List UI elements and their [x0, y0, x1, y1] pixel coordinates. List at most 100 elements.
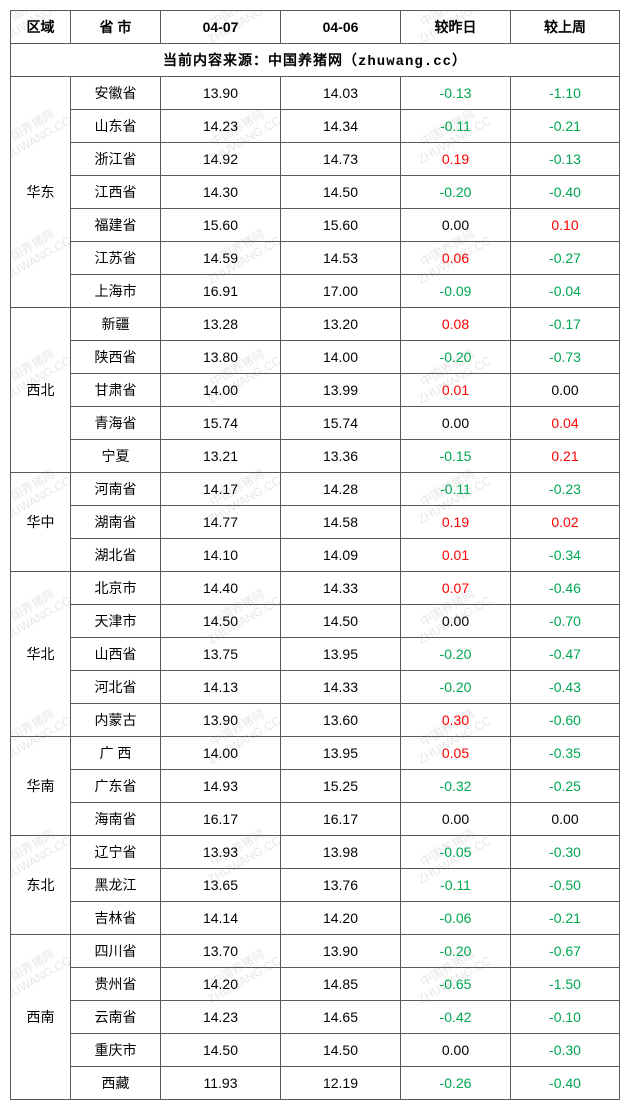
region-cell: 东北 [11, 836, 71, 935]
table-row: 贵州省14.2014.85-0.65-1.50 [11, 968, 620, 1001]
province-cell: 西藏 [71, 1067, 161, 1100]
province-cell: 河南省 [71, 473, 161, 506]
change-vs-lastweek: -0.73 [511, 341, 620, 374]
change-vs-lastweek: -1.50 [511, 968, 620, 1001]
header-region: 区域 [11, 11, 71, 44]
change-vs-yesterday: -0.13 [401, 77, 511, 110]
value-date2: 16.17 [281, 803, 401, 836]
value-date1: 11.93 [161, 1067, 281, 1100]
value-date2: 15.25 [281, 770, 401, 803]
value-date2: 13.95 [281, 638, 401, 671]
region-cell: 西南 [11, 935, 71, 1100]
change-vs-yesterday: 0.00 [401, 605, 511, 638]
table-row: 河北省14.1314.33-0.20-0.43 [11, 671, 620, 704]
change-vs-lastweek: 0.02 [511, 506, 620, 539]
change-vs-yesterday: 0.06 [401, 242, 511, 275]
change-vs-yesterday: -0.11 [401, 869, 511, 902]
change-vs-yesterday: 0.30 [401, 704, 511, 737]
change-vs-yesterday: 0.19 [401, 143, 511, 176]
change-vs-lastweek: -0.27 [511, 242, 620, 275]
table-row: 福建省15.6015.600.000.10 [11, 209, 620, 242]
table-row: 湖北省14.1014.090.01-0.34 [11, 539, 620, 572]
table-row: 内蒙古13.9013.600.30-0.60 [11, 704, 620, 737]
province-cell: 吉林省 [71, 902, 161, 935]
value-date2: 14.33 [281, 572, 401, 605]
value-date2: 14.28 [281, 473, 401, 506]
region-cell: 华南 [11, 737, 71, 836]
table-row: 华北北京市14.4014.330.07-0.46 [11, 572, 620, 605]
value-date1: 13.65 [161, 869, 281, 902]
value-date1: 14.00 [161, 737, 281, 770]
change-vs-lastweek: -0.21 [511, 110, 620, 143]
change-vs-yesterday: -0.11 [401, 473, 511, 506]
value-date2: 13.98 [281, 836, 401, 869]
table-row: 华南广 西14.0013.950.05-0.35 [11, 737, 620, 770]
value-date1: 13.75 [161, 638, 281, 671]
value-date2: 15.60 [281, 209, 401, 242]
province-cell: 福建省 [71, 209, 161, 242]
value-date1: 13.90 [161, 704, 281, 737]
value-date1: 13.90 [161, 77, 281, 110]
value-date2: 14.53 [281, 242, 401, 275]
province-cell: 宁夏 [71, 440, 161, 473]
province-cell: 云南省 [71, 1001, 161, 1034]
province-cell: 辽宁省 [71, 836, 161, 869]
change-vs-lastweek: -0.17 [511, 308, 620, 341]
value-date1: 14.50 [161, 605, 281, 638]
change-vs-yesterday: 0.00 [401, 209, 511, 242]
province-cell: 江西省 [71, 176, 161, 209]
table-row: 广东省14.9315.25-0.32-0.25 [11, 770, 620, 803]
change-vs-yesterday: -0.20 [401, 935, 511, 968]
province-cell: 黑龙江 [71, 869, 161, 902]
change-vs-yesterday: 0.00 [401, 407, 511, 440]
value-date1: 15.74 [161, 407, 281, 440]
price-table: 区域 省 市 04-07 04-06 较昨日 较上周 当前内容来源：中国养猪网（… [10, 10, 620, 1100]
change-vs-yesterday: -0.42 [401, 1001, 511, 1034]
value-date2: 14.34 [281, 110, 401, 143]
value-date2: 13.20 [281, 308, 401, 341]
change-vs-yesterday: -0.26 [401, 1067, 511, 1100]
table-row: 黑龙江13.6513.76-0.11-0.50 [11, 869, 620, 902]
header-date1: 04-07 [161, 11, 281, 44]
table-row: 江苏省14.5914.530.06-0.27 [11, 242, 620, 275]
province-cell: 陕西省 [71, 341, 161, 374]
table-row: 西南四川省13.7013.90-0.20-0.67 [11, 935, 620, 968]
province-cell: 湖南省 [71, 506, 161, 539]
table-row: 上海市16.9117.00-0.09-0.04 [11, 275, 620, 308]
value-date1: 14.20 [161, 968, 281, 1001]
table-row: 华东安徽省13.9014.03-0.13-1.10 [11, 77, 620, 110]
value-date1: 15.60 [161, 209, 281, 242]
change-vs-yesterday: -0.05 [401, 836, 511, 869]
change-vs-lastweek: -0.34 [511, 539, 620, 572]
value-date1: 16.91 [161, 275, 281, 308]
value-date2: 14.50 [281, 1034, 401, 1067]
change-vs-yesterday: 0.00 [401, 803, 511, 836]
change-vs-lastweek: -0.13 [511, 143, 620, 176]
change-vs-yesterday: 0.08 [401, 308, 511, 341]
province-cell: 安徽省 [71, 77, 161, 110]
change-vs-lastweek: 0.04 [511, 407, 620, 440]
value-date1: 14.23 [161, 1001, 281, 1034]
value-date2: 14.65 [281, 1001, 401, 1034]
value-date2: 13.99 [281, 374, 401, 407]
value-date1: 14.77 [161, 506, 281, 539]
value-date1: 14.93 [161, 770, 281, 803]
value-date1: 13.28 [161, 308, 281, 341]
table-row: 华中河南省14.1714.28-0.11-0.23 [11, 473, 620, 506]
change-vs-yesterday: -0.06 [401, 902, 511, 935]
change-vs-yesterday: -0.20 [401, 341, 511, 374]
province-cell: 广东省 [71, 770, 161, 803]
region-cell: 西北 [11, 308, 71, 473]
province-cell: 青海省 [71, 407, 161, 440]
value-date2: 13.60 [281, 704, 401, 737]
change-vs-yesterday: -0.32 [401, 770, 511, 803]
table-row: 江西省14.3014.50-0.20-0.40 [11, 176, 620, 209]
value-date2: 13.90 [281, 935, 401, 968]
value-date1: 13.70 [161, 935, 281, 968]
header-date2: 04-06 [281, 11, 401, 44]
change-vs-lastweek: -0.04 [511, 275, 620, 308]
value-date2: 12.19 [281, 1067, 401, 1100]
change-vs-yesterday: -0.09 [401, 275, 511, 308]
region-cell: 华中 [11, 473, 71, 572]
value-date1: 13.21 [161, 440, 281, 473]
